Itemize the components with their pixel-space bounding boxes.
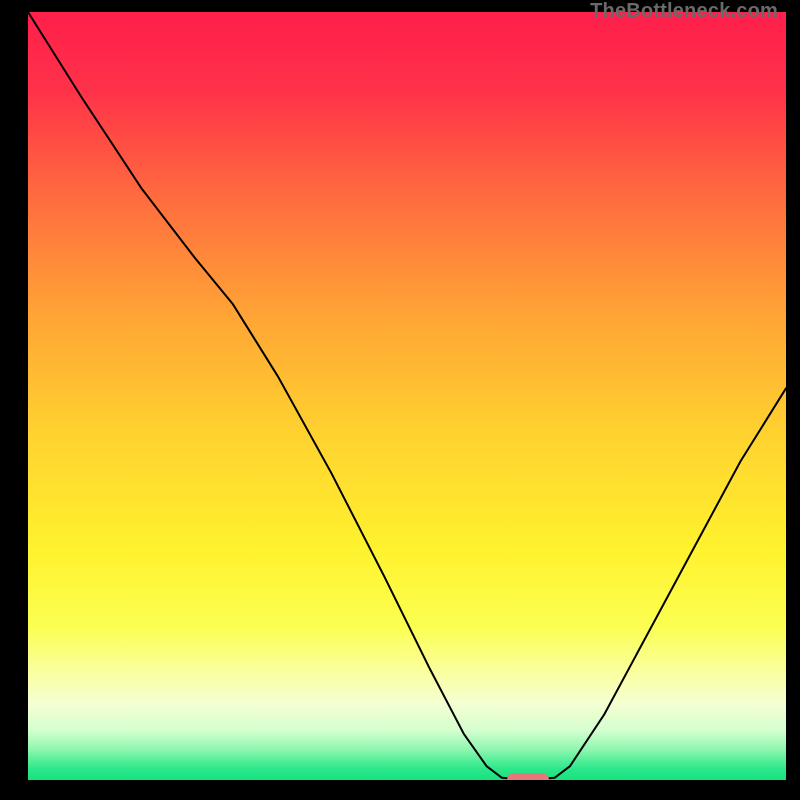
border-left [0, 0, 28, 800]
curve-layer [28, 12, 786, 780]
border-right [786, 0, 800, 800]
watermark-text: TheBottleneck.com [590, 0, 778, 23]
chart-frame: TheBottleneck.com [0, 0, 800, 800]
plot-area [28, 12, 786, 780]
bottleneck-curve [28, 12, 786, 780]
border-bottom [0, 780, 800, 800]
